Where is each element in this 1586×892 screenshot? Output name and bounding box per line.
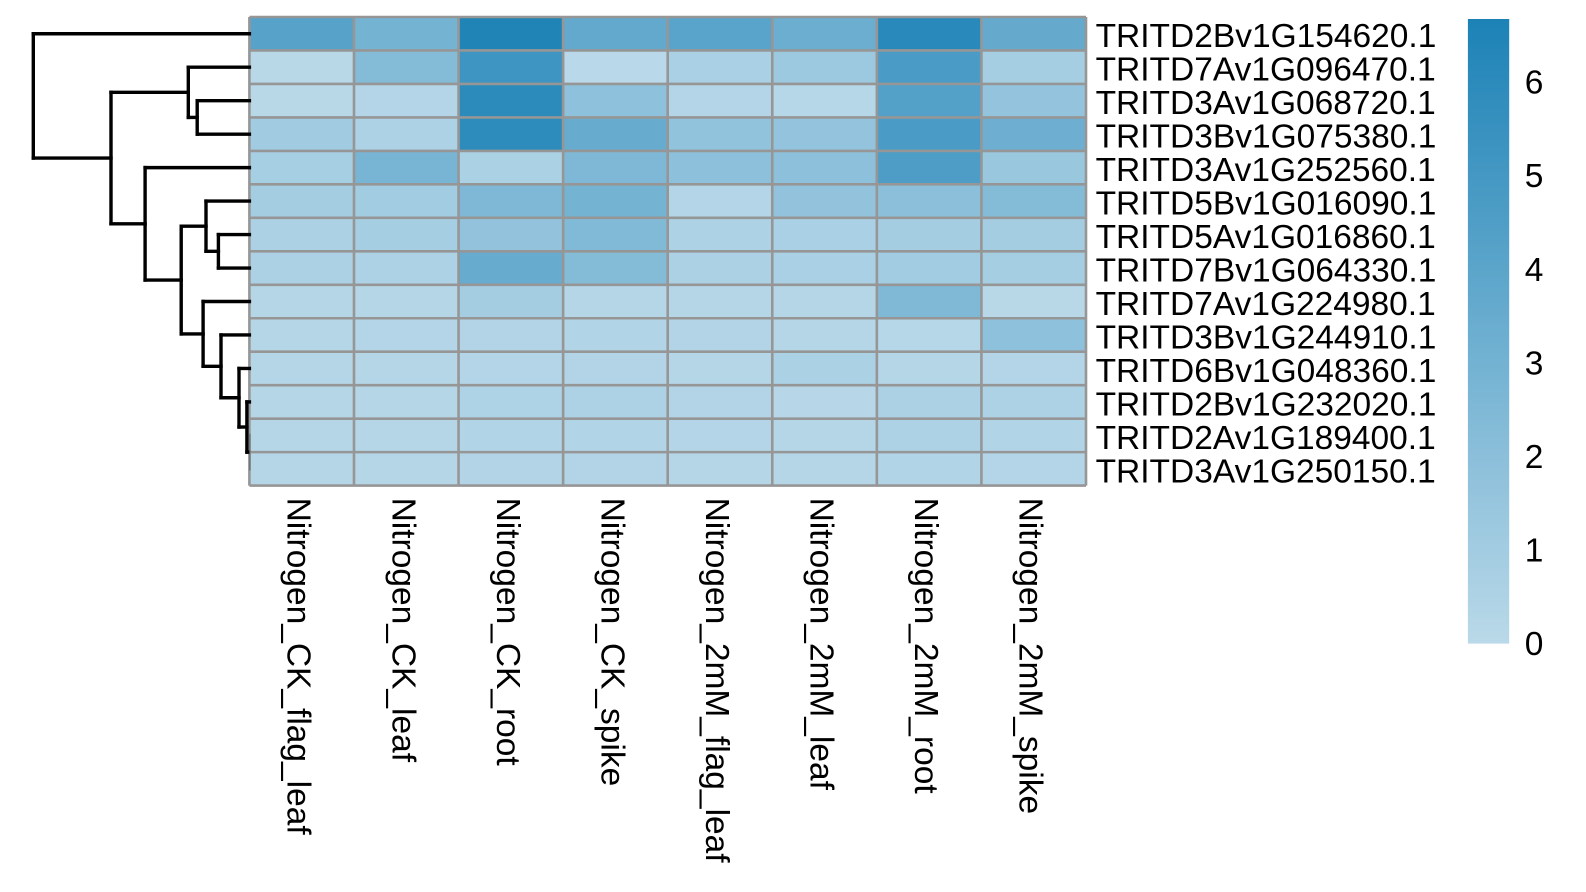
svg-text:Nitrogen_2mM_root: Nitrogen_2mM_root	[907, 498, 944, 795]
svg-text:6: 6	[1525, 65, 1544, 102]
svg-text:5: 5	[1525, 158, 1544, 195]
svg-text:Nitrogen_CK_leaf: Nitrogen_CK_leaf	[384, 498, 421, 763]
svg-text:TRITD3Bv1G244910.1: TRITD3Bv1G244910.1	[1096, 319, 1437, 356]
svg-text:TRITD7Bv1G064330.1: TRITD7Bv1G064330.1	[1096, 252, 1437, 289]
svg-text:TRITD3Av1G068720.1: TRITD3Av1G068720.1	[1096, 85, 1436, 122]
svg-text:TRITD3Av1G252560.1: TRITD3Av1G252560.1	[1096, 152, 1436, 189]
svg-text:Nitrogen_2mM_flag_leaf: Nitrogen_2mM_flag_leaf	[698, 498, 735, 864]
svg-text:Nitrogen_2mM_leaf: Nitrogen_2mM_leaf	[803, 498, 840, 791]
svg-text:2: 2	[1525, 439, 1544, 476]
svg-text:TRITD2Bv1G232020.1: TRITD2Bv1G232020.1	[1096, 386, 1437, 423]
svg-text:TRITD7Av1G096470.1: TRITD7Av1G096470.1	[1096, 52, 1436, 89]
svg-text:Nitrogen_CK_spike: Nitrogen_CK_spike	[593, 498, 630, 787]
svg-text:TRITD6Bv1G048360.1: TRITD6Bv1G048360.1	[1096, 353, 1437, 390]
svg-text:3: 3	[1525, 345, 1544, 382]
svg-text:TRITD2Av1G189400.1: TRITD2Av1G189400.1	[1096, 420, 1436, 457]
svg-text:TRITD2Bv1G154620.1: TRITD2Bv1G154620.1	[1096, 18, 1437, 55]
svg-text:TRITD3Av1G250150.1: TRITD3Av1G250150.1	[1096, 453, 1436, 490]
svg-text:1: 1	[1525, 533, 1544, 570]
svg-text:TRITD5Av1G016860.1: TRITD5Av1G016860.1	[1096, 219, 1436, 256]
svg-text:Nitrogen_2mM_spike: Nitrogen_2mM_spike	[1012, 498, 1049, 815]
svg-text:TRITD5Bv1G016090.1: TRITD5Bv1G016090.1	[1096, 185, 1437, 222]
svg-text:Nitrogen_CK_root: Nitrogen_CK_root	[489, 498, 526, 767]
svg-text:Nitrogen_CK_flag_leaf: Nitrogen_CK_flag_leaf	[280, 498, 317, 836]
svg-text:4: 4	[1525, 252, 1544, 289]
svg-text:TRITD7Av1G224980.1: TRITD7Av1G224980.1	[1096, 286, 1436, 323]
svg-text:TRITD3Bv1G075380.1: TRITD3Bv1G075380.1	[1096, 119, 1437, 156]
svg-text:0: 0	[1525, 626, 1544, 663]
